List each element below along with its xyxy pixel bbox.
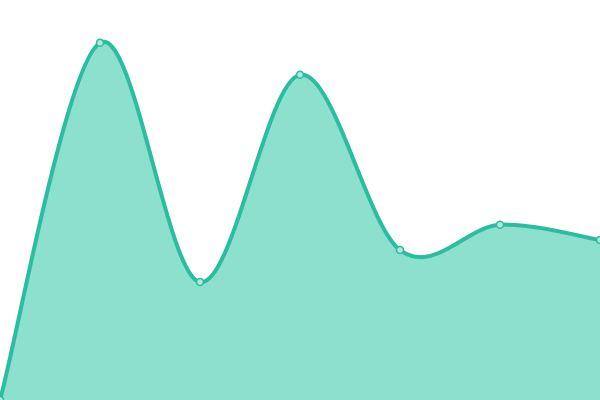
- data-point-marker[interactable]: [595, 235, 600, 245]
- data-point-marker[interactable]: [195, 277, 205, 287]
- data-point-marker[interactable]: [395, 245, 405, 255]
- data-point-marker[interactable]: [0, 395, 5, 400]
- data-point-marker[interactable]: [295, 70, 305, 80]
- data-point-marker[interactable]: [495, 220, 505, 230]
- area-fill: [0, 41, 600, 400]
- trend-line: [0, 39, 600, 400]
- data-point-marker[interactable]: [95, 38, 105, 48]
